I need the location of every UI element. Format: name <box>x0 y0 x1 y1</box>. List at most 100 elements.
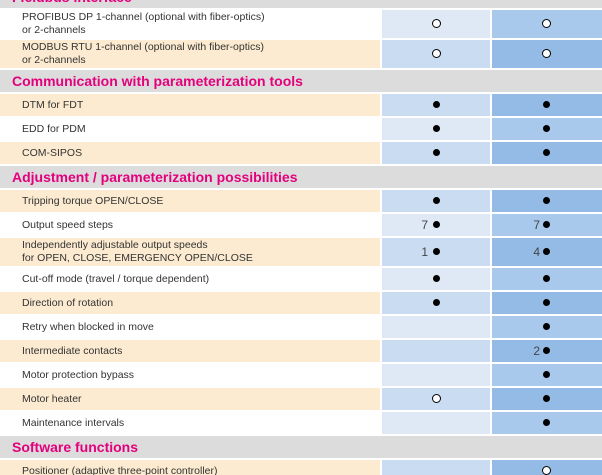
table-cell <box>382 40 490 68</box>
table-cell <box>492 388 602 410</box>
table-cell <box>492 292 602 314</box>
filled-circle <box>543 323 550 330</box>
table-cell <box>382 118 490 140</box>
cell-number: 4 <box>533 245 540 259</box>
table-cell: 7 <box>492 214 602 236</box>
label-line: COM-SIPOS <box>22 146 83 159</box>
filled-circle <box>433 197 440 204</box>
row-label: Motor heater <box>0 388 380 410</box>
table-cell <box>492 118 602 140</box>
table-row: Motor heater <box>0 388 602 410</box>
cell-number: 7 <box>533 218 540 232</box>
table-cell <box>492 316 602 338</box>
table-cell <box>492 460 602 475</box>
table-cell <box>382 142 490 164</box>
table-cell <box>492 268 602 290</box>
filled-circle <box>433 299 440 306</box>
label-line: MODBUS RTU 1-channel (optional with fibe… <box>22 41 264 53</box>
row-label: Maintenance intervals <box>0 412 380 434</box>
row-label: Cut-off mode (travel / torque dependent) <box>0 268 380 290</box>
table-row: EDD for PDM <box>0 118 602 140</box>
row-label: DTM for FDT <box>0 94 380 116</box>
filled-circle <box>433 275 440 282</box>
open-circle <box>432 19 441 28</box>
label-line: EDD for PDM <box>22 122 86 135</box>
row-label: Intermediate contacts <box>0 340 380 362</box>
table-row: Cut-off mode (travel / torque dependent) <box>0 268 602 290</box>
table-cell <box>382 190 490 212</box>
table-cell: 1 <box>382 238 490 266</box>
label-line: Intermediate contacts <box>22 344 123 357</box>
table-cell <box>382 340 490 362</box>
table-cell <box>492 40 602 68</box>
table-cell <box>382 10 490 38</box>
table-row: Output speed steps 7 7 <box>0 214 602 236</box>
label-line: Output speed steps <box>22 218 114 231</box>
label-line: Direction of rotation <box>22 296 114 309</box>
row-label: Positioner (adaptive three-point control… <box>0 460 380 475</box>
table-row: Tripping torque OPEN/CLOSE <box>0 190 602 212</box>
section-header: Communication with parameterization tool… <box>0 70 602 92</box>
label-line: for OPEN, CLOSE, EMERGENCY OPEN/CLOSE <box>22 252 253 264</box>
filled-circle <box>433 221 440 228</box>
row-label: PROFIBUS DP 1-channel (optional with fib… <box>0 10 380 38</box>
label-line: or 2-channels <box>22 24 86 36</box>
label-line: Positioner (adaptive three-point control… <box>22 464 218 475</box>
table-row: Direction of rotation <box>0 292 602 314</box>
filled-circle <box>433 125 440 132</box>
table-cell <box>382 316 490 338</box>
label-line: Motor heater <box>22 392 82 405</box>
filled-circle <box>543 347 550 354</box>
table-row: PROFIBUS DP 1-channel (optional with fib… <box>0 10 602 38</box>
table-row: Independently adjustable output speeds fo… <box>0 238 602 266</box>
table-row: Motor protection bypass <box>0 364 602 386</box>
open-circle <box>542 49 551 58</box>
section-header: Fieldbus interface <box>0 0 602 8</box>
filled-circle <box>543 197 550 204</box>
filled-circle <box>433 248 440 255</box>
table-cell <box>382 388 490 410</box>
filled-circle <box>543 149 550 156</box>
section-header: Software functions <box>0 436 602 458</box>
table-cell <box>492 364 602 386</box>
open-circle <box>432 49 441 58</box>
table-row: COM-SIPOS <box>0 142 602 164</box>
label-line: PROFIBUS DP 1-channel (optional with fib… <box>22 11 265 23</box>
label-line: Tripping torque OPEN/CLOSE <box>22 194 164 207</box>
filled-circle <box>543 419 550 426</box>
label-line: or 2-channels <box>22 54 86 66</box>
filled-circle <box>543 221 550 228</box>
filled-circle <box>543 299 550 306</box>
label-line: Independently adjustable output speeds <box>22 239 208 251</box>
section-header: Adjustment / parameterization possibilit… <box>0 166 602 188</box>
filled-circle <box>543 125 550 132</box>
table-cell <box>382 364 490 386</box>
label-line: Maintenance intervals <box>22 416 125 429</box>
filled-circle <box>543 275 550 282</box>
label-line: Retry when blocked in move <box>22 320 154 333</box>
open-circle <box>542 466 551 475</box>
filled-circle <box>433 149 440 156</box>
cell-number: 1 <box>421 245 428 259</box>
label-line: Motor protection bypass <box>22 368 135 381</box>
row-label: Direction of rotation <box>0 292 380 314</box>
table-cell: 4 <box>492 238 602 266</box>
table-row: Retry when blocked in move <box>0 316 602 338</box>
row-label: Independently adjustable output speeds fo… <box>0 238 380 266</box>
row-label: COM-SIPOS <box>0 142 380 164</box>
label-line: Cut-off mode (travel / torque dependent) <box>22 272 210 285</box>
table-row: Positioner (adaptive three-point control… <box>0 460 602 475</box>
cell-number: 7 <box>421 218 428 232</box>
row-label: Retry when blocked in move <box>0 316 380 338</box>
open-circle <box>432 394 441 403</box>
cell-number: 2 <box>533 344 540 358</box>
table-cell <box>492 142 602 164</box>
table-cell <box>382 268 490 290</box>
row-label: Output speed steps <box>0 214 380 236</box>
table-cell <box>492 10 602 38</box>
filled-circle <box>543 395 550 402</box>
table-row: DTM for FDT <box>0 94 602 116</box>
table-row: Maintenance intervals <box>0 412 602 434</box>
row-label: EDD for PDM <box>0 118 380 140</box>
